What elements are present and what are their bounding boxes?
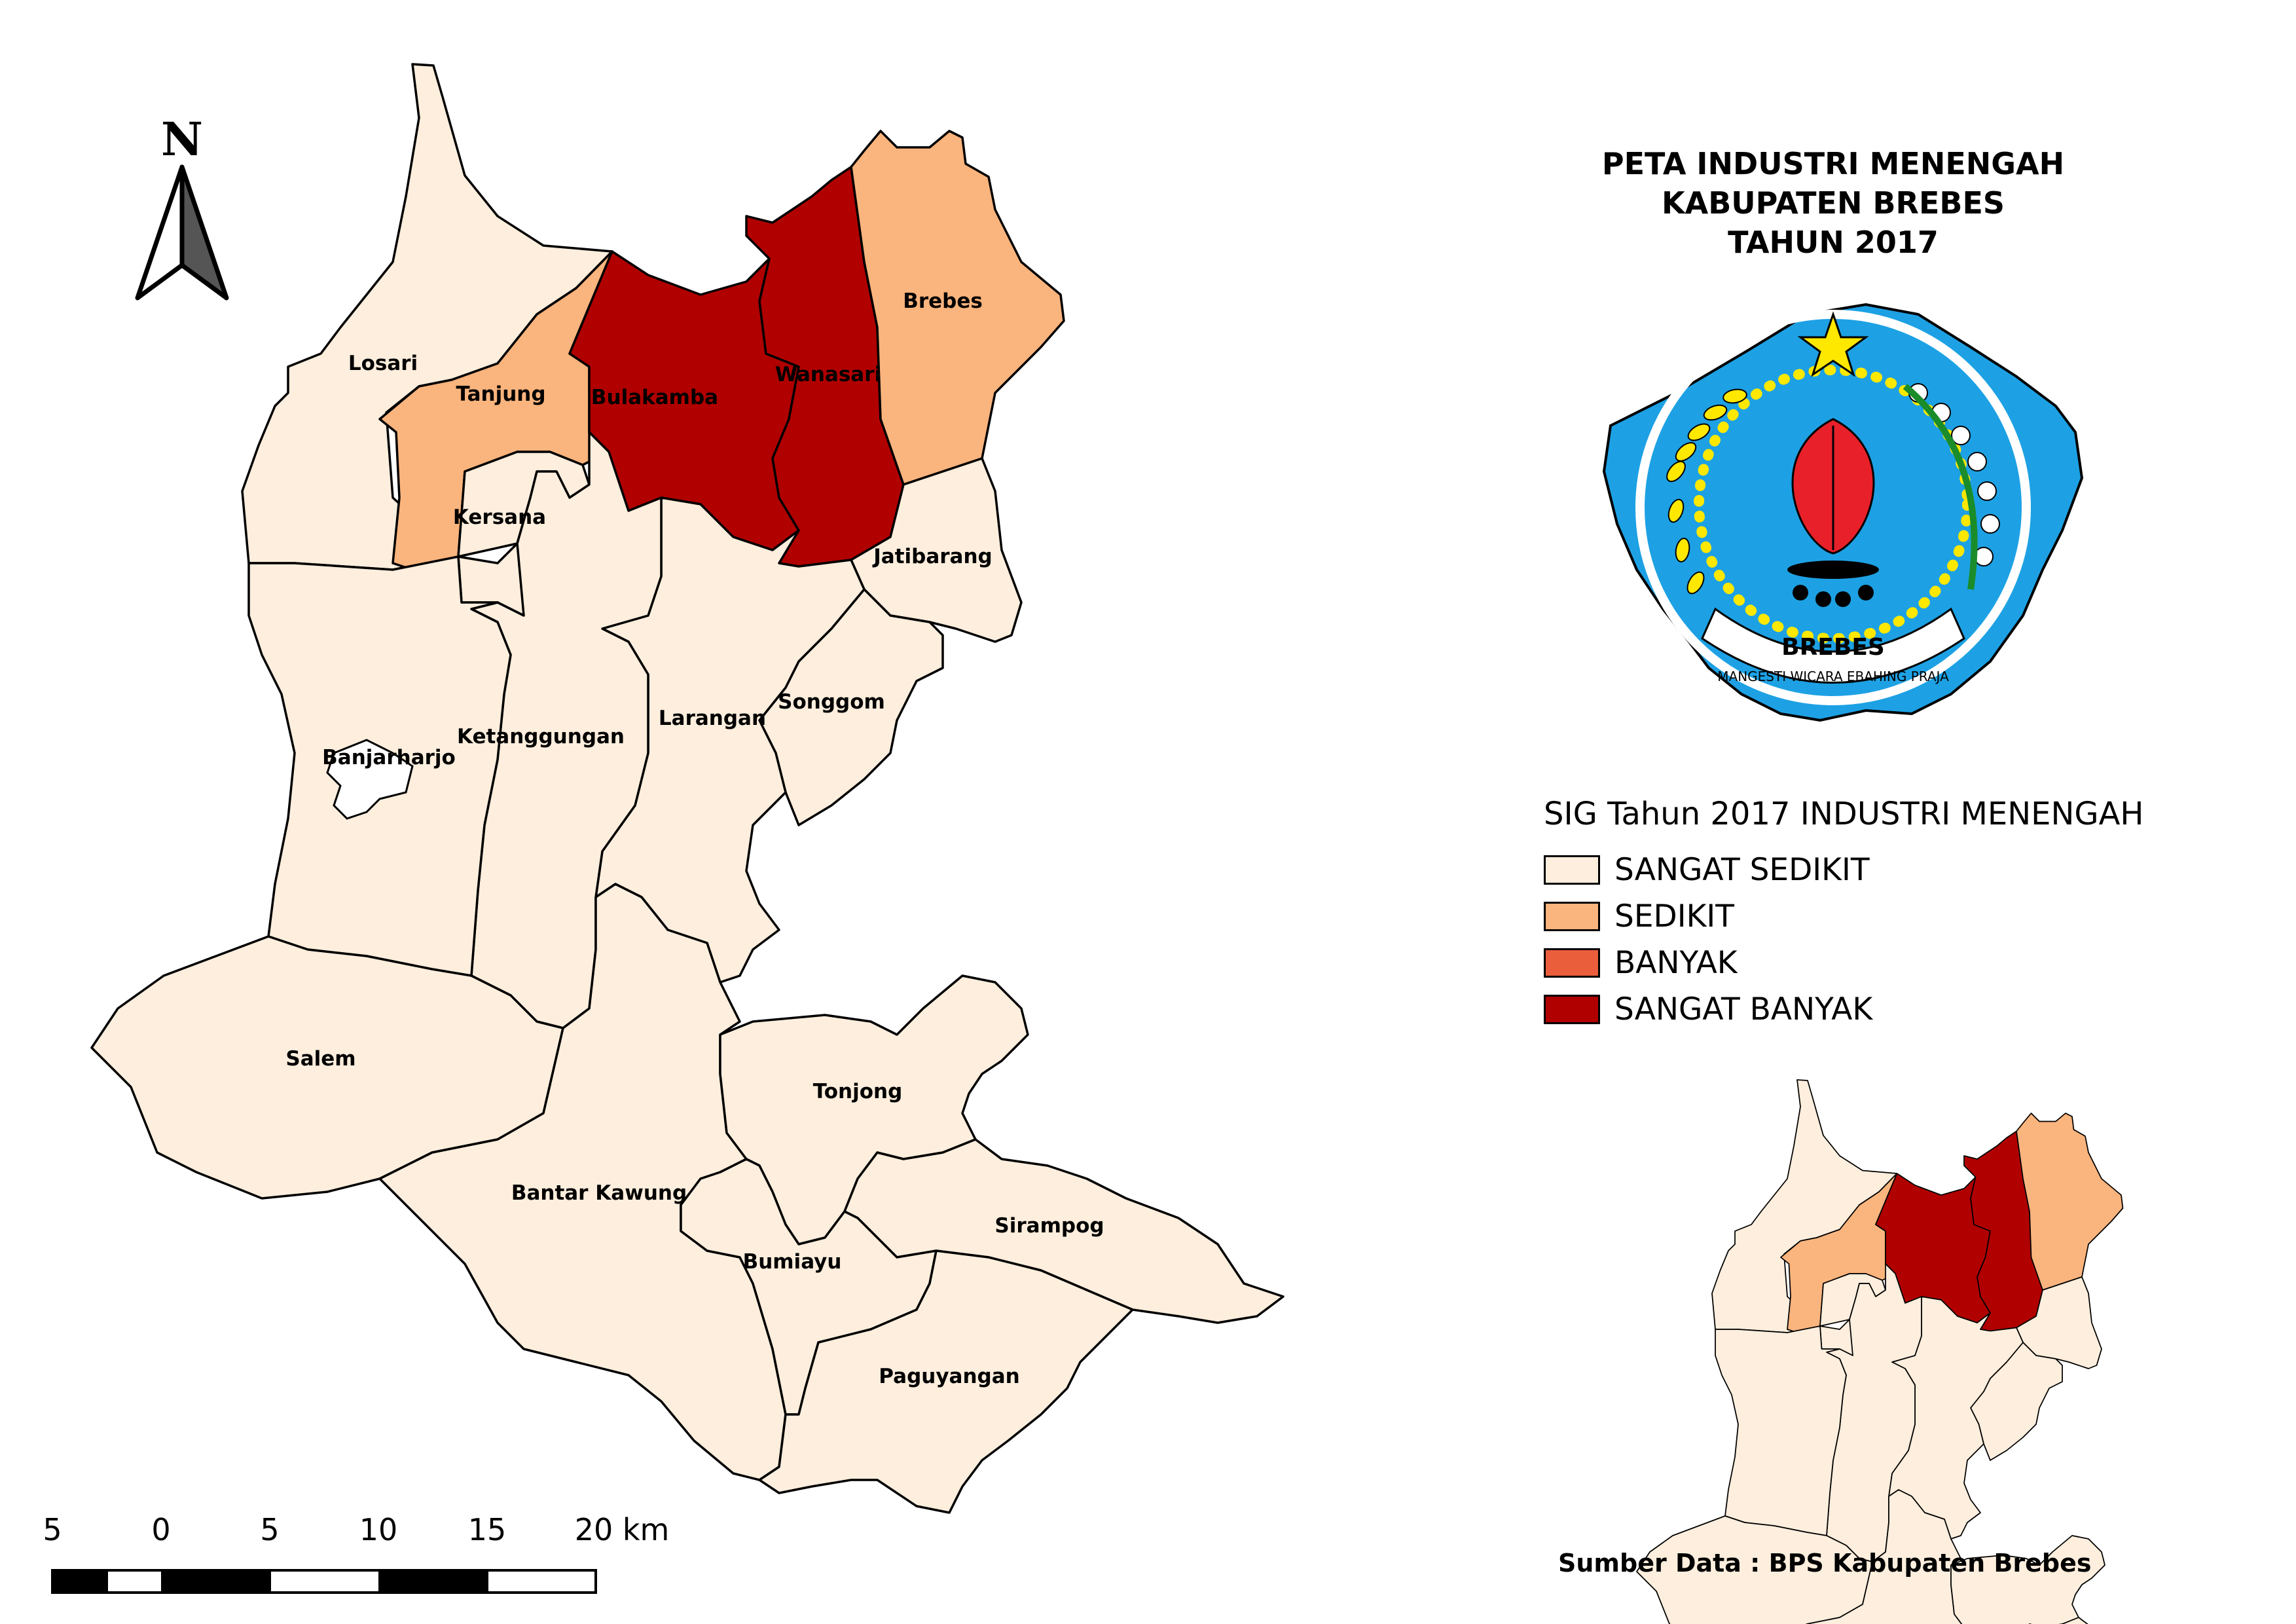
north-letter: N [161, 112, 203, 166]
source-note: Sumber Data : BPS Kabupaten Brebes [1558, 1549, 2092, 1578]
logo-name: BREBES [1781, 634, 1885, 661]
logo-dot-ring [1694, 365, 1973, 644]
title-line-1: PETA INDUSTRI MENENGAH [1601, 146, 2065, 181]
legend-label: BANYAK [1614, 945, 1738, 981]
legend-swatch [1544, 948, 1600, 978]
label-banjarharjo: Banjarharjo [322, 746, 456, 769]
legend-label: SEDIKIT [1614, 898, 1734, 934]
north-arrow: N [135, 112, 229, 301]
label-bantar-kawung: Bantar Kawung [511, 1181, 687, 1205]
title-line-3: TAHUN 2017 [1728, 225, 1939, 260]
label-ketanggungan: Ketanggungan [457, 725, 625, 748]
label-paguyangan: Paguyangan [879, 1365, 1019, 1388]
label-larangan: Larangan [659, 707, 766, 730]
star-icon [1797, 311, 1869, 377]
label-wanasari: Wanasari [775, 363, 881, 386]
scale-tick-2: 5 [260, 1512, 279, 1547]
pot-icon [1787, 561, 1879, 607]
north-arrow-left-icon [135, 164, 185, 301]
legend-label: SANGAT BANYAK [1614, 991, 1873, 1027]
district-brebes[interactable] [850, 130, 1065, 486]
label-sirampog: Sirampog [994, 1214, 1104, 1238]
inset-map [1636, 1079, 2233, 1624]
legend-title: SIG Tahun 2017 INDUSTRI MENENGAH [1544, 796, 2144, 832]
logo-ribbon [1701, 607, 1965, 684]
district-paguyangan[interactable] [758, 1249, 1134, 1514]
logo-motto: MANGESTI WICARA EBAHING PRAJA [1717, 669, 1949, 684]
scale-tick-5: 20 km [575, 1512, 670, 1547]
label-bulakamba: Bulakamba [591, 386, 718, 409]
legend-item: SEDIKIT [1544, 893, 2144, 940]
legend-item: SANGAT BANYAK [1544, 986, 2144, 1033]
legend-item: BANYAK [1544, 940, 2144, 986]
brebes-logo: BREBES MANGESTI WICARA EBAHING PRAJA [1602, 303, 2084, 722]
label-jatibarang: Jatibarang [872, 545, 992, 568]
scale-tick-1: 0 [151, 1512, 170, 1547]
legend-label: SANGAT SEDIKIT [1614, 852, 1870, 888]
legend-swatch [1544, 995, 1600, 1024]
legend: SIG Tahun 2017 INDUSTRI MENENGAH SANGAT … [1544, 796, 2144, 1033]
label-songgom: Songgom [778, 690, 885, 714]
legend-swatch [1544, 902, 1600, 931]
scale-tick-4: 15 [468, 1512, 507, 1547]
north-arrow-right-icon [179, 164, 229, 301]
scale-tick-3: 10 [359, 1512, 398, 1547]
label-losari: Losari [348, 352, 418, 375]
label-kersana: Kersana [453, 506, 546, 529]
rice-stalk-icon [1666, 388, 1747, 595]
label-bumiayu: Bumiayu [743, 1250, 842, 1274]
label-tanjung: Tanjung [456, 382, 545, 406]
scale-bar: 5 0 5 10 15 20 km [43, 1512, 670, 1594]
map-title: PETA INDUSTRI MENENGAH KABUPATEN BREBES … [1506, 144, 2160, 262]
legend-swatch [1544, 855, 1600, 885]
cotton-icon [1903, 383, 2000, 590]
legend-item: SANGAT SEDIKIT [1544, 847, 2144, 893]
label-salem: Salem [285, 1047, 355, 1071]
reservoir-shape [326, 739, 414, 820]
label-brebes: Brebes [903, 289, 983, 313]
scale-tick-0: 5 [43, 1512, 62, 1547]
district-labels: Losari Tanjung Bulakamba Wanasari Brebes… [285, 289, 1104, 1388]
title-line-2: KABUPATEN BREBES [1661, 185, 2005, 221]
label-tonjong: Tonjong [813, 1080, 903, 1103]
district-polygons [90, 63, 1285, 1514]
